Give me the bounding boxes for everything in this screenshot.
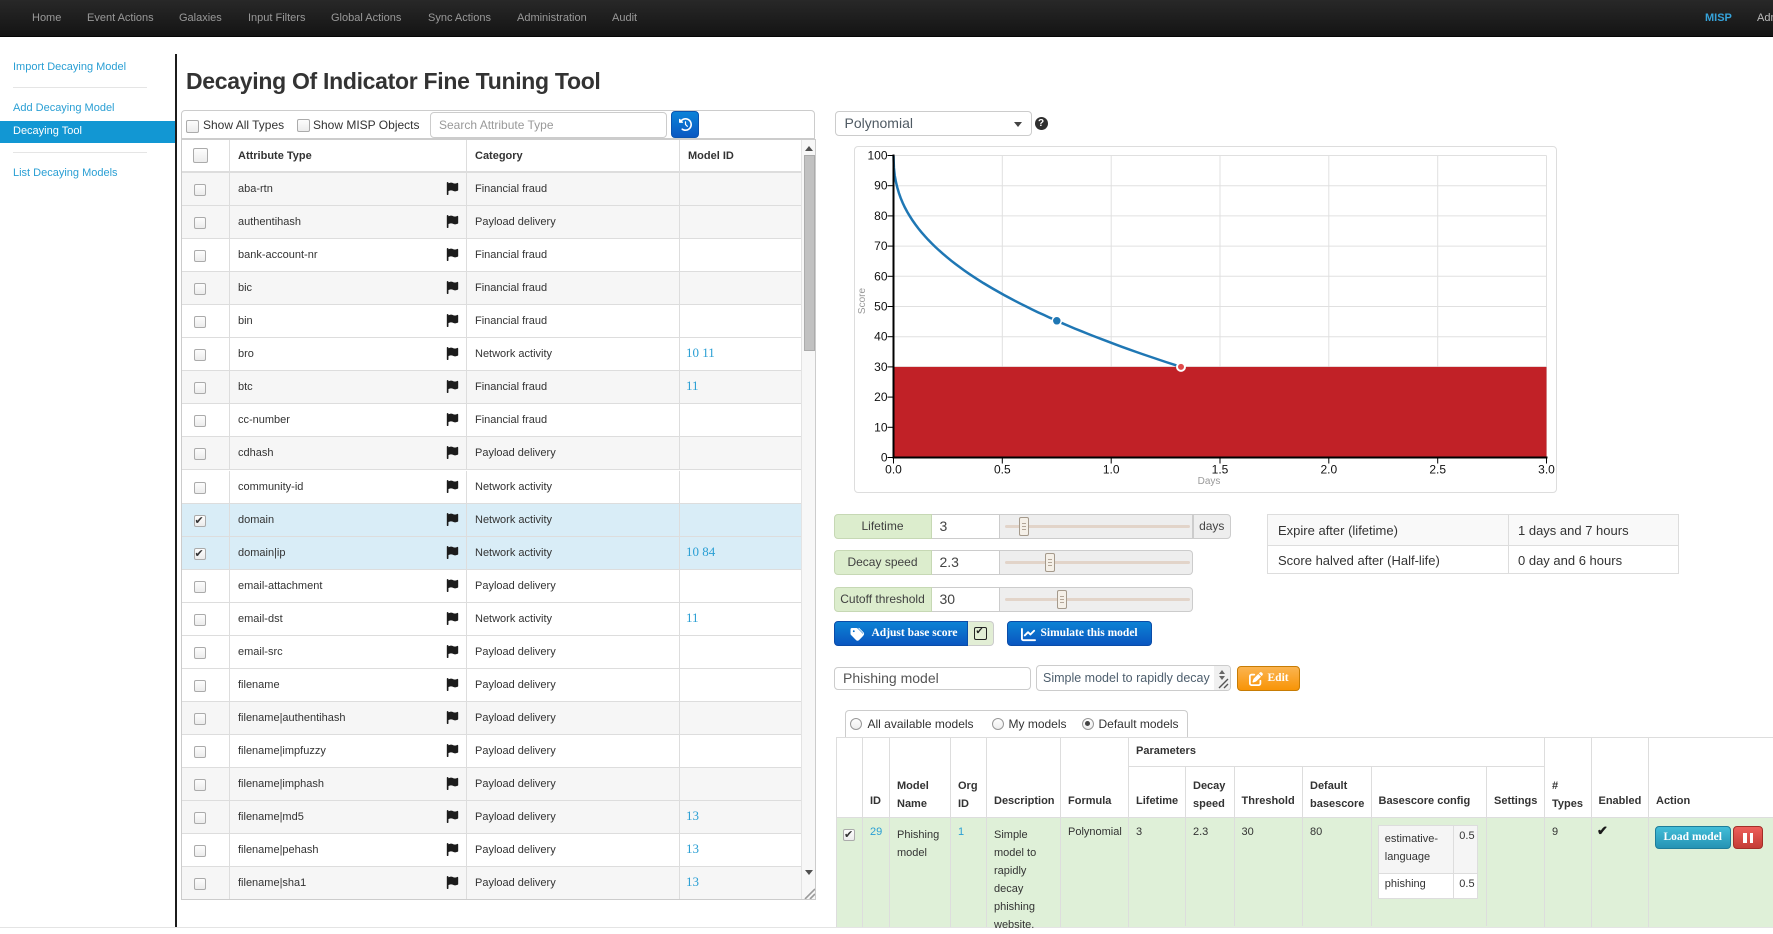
svg-text:0.0: 0.0 xyxy=(885,463,902,477)
svg-text:0: 0 xyxy=(881,451,888,465)
svg-text:100: 100 xyxy=(867,149,887,163)
svg-text:90: 90 xyxy=(874,179,888,193)
svg-text:2.0: 2.0 xyxy=(1320,463,1337,477)
svg-text:80: 80 xyxy=(874,209,888,223)
svg-text:50: 50 xyxy=(874,300,888,314)
svg-text:1.0: 1.0 xyxy=(1103,463,1120,477)
svg-text:3.0: 3.0 xyxy=(1538,463,1555,477)
svg-text:70: 70 xyxy=(874,239,888,253)
svg-text:Score: Score xyxy=(857,288,868,315)
svg-text:20: 20 xyxy=(874,390,888,404)
svg-text:1.5: 1.5 xyxy=(1212,463,1229,477)
svg-text:2.5: 2.5 xyxy=(1429,463,1446,477)
svg-text:30: 30 xyxy=(874,360,888,374)
svg-text:Days: Days xyxy=(1198,476,1221,487)
svg-text:60: 60 xyxy=(874,269,888,283)
svg-text:40: 40 xyxy=(874,330,888,344)
svg-text:0.5: 0.5 xyxy=(994,463,1011,477)
svg-text:10: 10 xyxy=(874,420,888,434)
